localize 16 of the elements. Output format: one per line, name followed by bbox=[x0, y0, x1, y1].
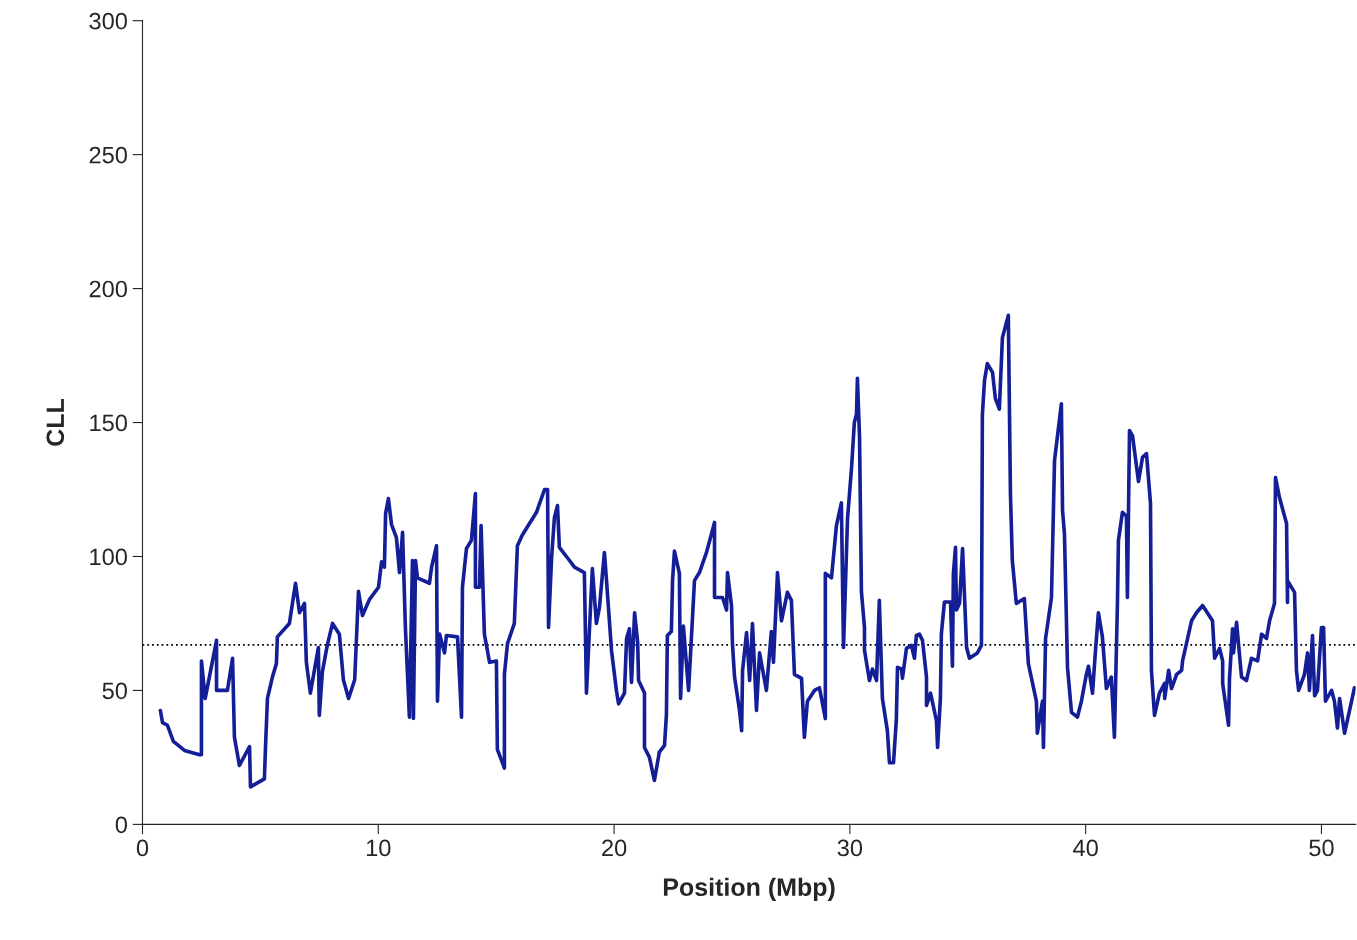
x-tick-label: 40 bbox=[1073, 839, 1098, 857]
y-axis-title: CLL bbox=[46, 399, 65, 446]
y-tick-label: 250 bbox=[89, 146, 127, 164]
line-series bbox=[158, 313, 1356, 789]
y-tick-label: 50 bbox=[102, 682, 127, 700]
x-tick-label: 30 bbox=[837, 839, 863, 857]
x-tick-label: 10 bbox=[366, 839, 391, 857]
x-tick-label: 0 bbox=[136, 839, 149, 857]
x-axis-title: Position (Mbp) bbox=[663, 877, 835, 901]
y-tick-label: 150 bbox=[90, 414, 127, 432]
y-tick-label: 100 bbox=[90, 548, 127, 566]
y-tick-label: 200 bbox=[89, 280, 127, 298]
y-tick-label: 300 bbox=[89, 12, 127, 30]
y-tick-label: 0 bbox=[115, 816, 127, 834]
x-tick-label: 20 bbox=[602, 839, 627, 857]
x-tick-label: 50 bbox=[1309, 839, 1334, 857]
